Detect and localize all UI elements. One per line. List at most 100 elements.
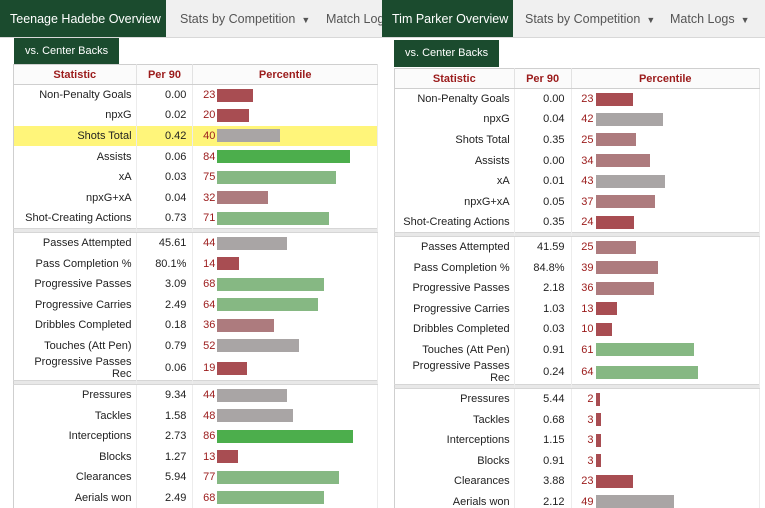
stat-name: Shots Total (13, 125, 137, 147)
table-row[interactable]: Progressive Carries 2.49 64 (13, 294, 378, 316)
table-row[interactable]: xA 0.03 75 (13, 166, 378, 188)
table-row[interactable]: npxG 0.04 42 (394, 109, 761, 130)
table-row[interactable]: Progressive Passes Rec 0.06 19 (13, 356, 378, 381)
table-row[interactable]: Touches (Att Pen) 0.79 52 (13, 335, 378, 357)
table-row[interactable]: Tackles 0.68 3 (394, 409, 761, 430)
stat-name: Shot-Creating Actions (394, 212, 515, 233)
stat-name: Pass Completion % (394, 257, 515, 278)
table-row[interactable]: Clearances 5.94 77 (13, 467, 378, 488)
stat-name: Pass Completion % (13, 253, 137, 274)
table-row[interactable]: Shots Total 0.35 25 (394, 129, 761, 151)
header-per90[interactable]: Per 90 (136, 64, 194, 85)
table-row[interactable]: Pass Completion % 80.1% 14 (13, 253, 378, 274)
table-row[interactable]: Aerials won 2.49 68 (13, 487, 378, 508)
percentile-cell: 37 (571, 191, 761, 213)
per90-value: 80.1% (136, 253, 194, 274)
table-row[interactable]: Shots Total 0.42 40 (13, 125, 378, 147)
table-row[interactable]: Passes Attempted 45.61 44 (13, 232, 378, 254)
percentile-bar (595, 240, 636, 254)
table-row[interactable]: Touches (Att Pen) 0.91 61 (394, 339, 761, 361)
subtab-vs-center-backs[interactable]: vs. Center Backs (14, 38, 120, 64)
table-row[interactable]: Progressive Passes 3.09 68 (13, 273, 378, 295)
percentile-bar (595, 112, 663, 126)
stat-name: Passes Attempted (13, 232, 137, 254)
percentile-bar (217, 409, 294, 423)
percentile-value: 3 (587, 434, 594, 447)
tab-stats-by-competition[interactable]: Stats by Competition ▼ (525, 0, 655, 37)
table-row[interactable]: Progressive Passes 2.18 36 (394, 277, 761, 299)
percentile-value: 36 (203, 319, 216, 332)
table-row[interactable]: Clearances 3.88 23 (394, 471, 761, 492)
tab-player-overview[interactable]: Teenage Hadebe Overview (0, 0, 166, 37)
percentile-value: 68 (203, 491, 216, 504)
percentile-value: 39 (581, 261, 594, 274)
percentile-bar (217, 236, 288, 250)
stat-name: npxG (394, 109, 515, 130)
per90-value: 0.00 (514, 150, 572, 171)
percentile-bar (217, 170, 337, 184)
percentile-value: 23 (581, 93, 594, 106)
stat-name: Progressive Passes (13, 273, 137, 295)
tab-match-logs[interactable]: Match Logs ▼ (670, 0, 750, 37)
table-row[interactable]: Passes Attempted 41.59 25 (394, 236, 761, 258)
percentile-cell: 20 (192, 105, 378, 126)
per90-value: 0.04 (136, 187, 194, 209)
percentile-cell: 49 (571, 491, 761, 508)
percentile-cell: 14 (192, 253, 378, 274)
table-row[interactable]: npxG 0.02 20 (13, 105, 378, 126)
percentile-value: 3 (587, 454, 594, 467)
table-row[interactable]: Tackles 1.58 48 (13, 405, 378, 426)
per90-value: 84.8% (514, 257, 572, 278)
table-row[interactable]: xA 0.01 43 (394, 170, 761, 192)
percentile-bar (217, 298, 319, 312)
table-row[interactable]: Pressures 9.34 44 (13, 384, 378, 406)
tab-player-overview[interactable]: Tim Parker Overview (382, 0, 513, 37)
percentile-bar (217, 470, 340, 484)
table-row[interactable]: Interceptions 2.73 86 (13, 425, 378, 447)
tab-stats-by-competition[interactable]: Stats by Competition ▼ (180, 0, 310, 37)
header-percentile[interactable]: Percentile (192, 64, 378, 85)
table-row[interactable]: Non-Penalty Goals 0.00 23 (394, 88, 761, 110)
tab-match-logs[interactable]: Match Logs (326, 0, 382, 37)
table-row[interactable]: Interceptions 1.15 3 (394, 429, 761, 451)
stat-name: npxG+xA (394, 191, 515, 213)
percentile-value: 52 (203, 339, 216, 352)
stat-name: Non-Penalty Goals (394, 88, 515, 110)
percentile-bar (217, 318, 275, 332)
table-row[interactable]: Non-Penalty Goals 0.00 23 (13, 84, 378, 106)
table-row[interactable]: Aerials won 2.12 49 (394, 491, 761, 508)
header-percentile[interactable]: Percentile (571, 68, 761, 89)
per90-value: 41.59 (514, 236, 572, 258)
table-row[interactable]: Blocks 0.91 3 (394, 450, 761, 472)
percentile-cell: 61 (571, 339, 761, 361)
percentile-value: 44 (203, 237, 216, 250)
header-statistic[interactable]: Statistic (13, 64, 137, 85)
table-row[interactable]: Blocks 1.27 13 (13, 446, 378, 468)
stat-name: Progressive Passes (394, 277, 515, 299)
table-row[interactable]: Dribbles Completed 0.03 10 (394, 319, 761, 340)
group-separator (394, 232, 761, 238)
table-row[interactable]: Progressive Passes Rec 0.24 64 (394, 360, 761, 385)
stat-name: Shot-Creating Actions (13, 208, 137, 229)
percentile-bar (595, 413, 601, 427)
percentile-bar (217, 339, 300, 353)
table-row[interactable]: Shot-Creating Actions 0.73 71 (13, 208, 378, 229)
table-row[interactable]: npxG+xA 0.04 32 (13, 187, 378, 209)
header-per90[interactable]: Per 90 (514, 68, 572, 89)
table-row[interactable]: Progressive Carries 1.03 13 (394, 298, 761, 320)
percentile-cell: 44 (192, 384, 378, 406)
stat-name: Interceptions (13, 425, 137, 447)
table-row[interactable]: Assists 0.00 34 (394, 150, 761, 171)
table-row[interactable]: Assists 0.06 84 (13, 146, 378, 167)
percentile-value: 13 (203, 450, 216, 463)
table-row[interactable]: Dribbles Completed 0.18 36 (13, 315, 378, 336)
percentile-bar (595, 495, 674, 508)
table-row[interactable]: Pass Completion % 84.8% 39 (394, 257, 761, 278)
subtab-vs-center-backs[interactable]: vs. Center Backs (394, 40, 500, 67)
table-row[interactable]: npxG+xA 0.05 37 (394, 191, 761, 213)
per90-value: 0.35 (514, 212, 572, 233)
per90-value: 0.06 (136, 356, 194, 381)
table-row[interactable]: Pressures 5.44 2 (394, 388, 761, 410)
header-statistic[interactable]: Statistic (394, 68, 515, 89)
table-row[interactable]: Shot-Creating Actions 0.35 24 (394, 212, 761, 233)
